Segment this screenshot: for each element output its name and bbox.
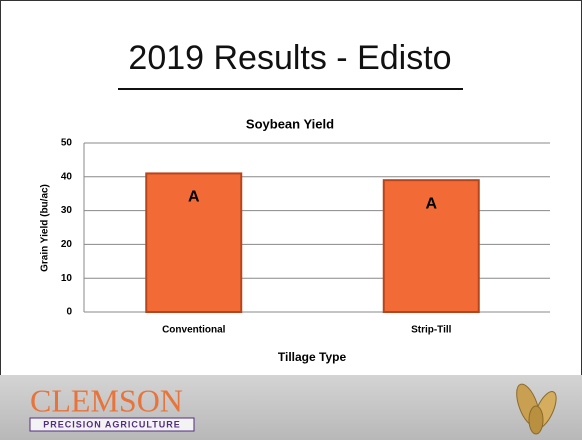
bar [382, 179, 480, 313]
slide-title: 2019 Results - Edisto [128, 39, 451, 77]
footer-logo: CLEMSON [30, 382, 183, 418]
chart-title: Soybean Yield [246, 116, 334, 131]
y-tick-label: 40 [61, 171, 73, 182]
y-axis-label: Grain Yield (bu/ac) [40, 184, 51, 272]
bar-annotation: A [425, 195, 437, 212]
bar-annotation: A [188, 189, 200, 206]
footer-tagline-box [29, 417, 195, 432]
y-tick-label: 50 [61, 138, 73, 149]
x-axis-label: Tillage Type [278, 350, 347, 364]
y-tick-label: 30 [61, 205, 73, 216]
soybean-icon [516, 383, 557, 435]
y-tick-label: 20 [61, 239, 73, 250]
y-tick-label: 0 [66, 307, 72, 318]
footer-tagline: PRECISION AGRICULTURE [43, 419, 181, 429]
bar [145, 172, 243, 313]
x-tick-label: Conventional [162, 325, 226, 336]
y-tick-label: 10 [61, 273, 73, 284]
x-tick-label: Strip-Till [411, 325, 452, 336]
